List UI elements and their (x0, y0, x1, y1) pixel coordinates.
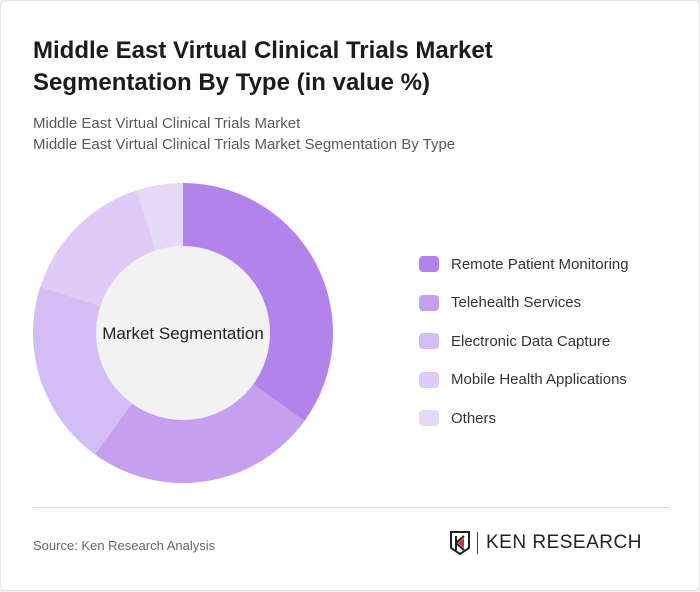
legend: Remote Patient Monitoring Telehealth Serv… (419, 245, 629, 438)
legend-item: Electronic Data Capture (419, 322, 629, 361)
legend-label: Remote Patient Monitoring (451, 255, 629, 273)
legend-label: Mobile Health Applications (451, 371, 627, 389)
legend-label: Telehealth Services (451, 294, 582, 312)
legend-item: Others (419, 399, 629, 438)
legend-item: Telehealth Services (419, 284, 629, 323)
source-note: Source: Ken Research Analysis (33, 538, 216, 553)
center-label: Market Segmentation (102, 324, 264, 343)
legend-item: Remote Patient Monitoring (419, 245, 629, 284)
legend-label: Electronic Data Capture (451, 332, 611, 350)
chart-title: Middle East Virtual Clinical Trials Mark… (33, 37, 493, 96)
legend-swatch (419, 371, 439, 388)
ken-research-logo: KEN RESEARCH (449, 531, 642, 555)
logo-icon (450, 531, 470, 555)
legend-swatch (419, 333, 439, 350)
legend-label: Others (451, 409, 497, 427)
legend-swatch (419, 256, 439, 273)
legend-swatch (419, 294, 439, 311)
logo-text: KEN RESEARCH (486, 532, 642, 553)
divider (33, 507, 669, 508)
subtitle-segmentation: Middle East Virtual Clinical Trials Mark… (33, 136, 456, 153)
subtitle-market: Middle East Virtual Clinical Trials Mark… (33, 115, 301, 132)
donut-hole (96, 246, 270, 420)
legend-item: Mobile Health Applications (419, 361, 629, 400)
legend-swatch (419, 410, 439, 427)
